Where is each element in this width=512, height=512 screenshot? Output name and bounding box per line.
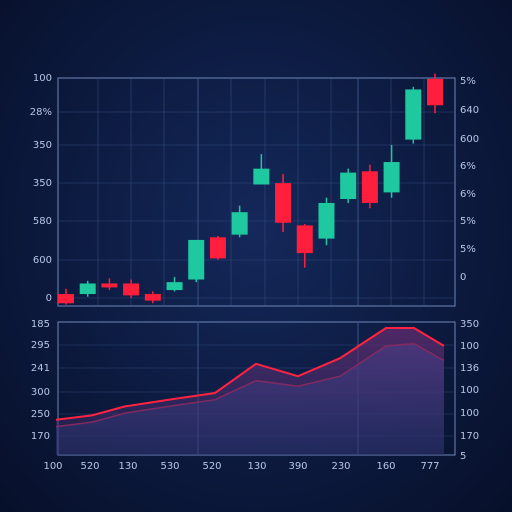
area-series-lower-line (55, 342, 445, 428)
area-x-tick: 530 (160, 461, 179, 472)
candle-body (427, 78, 443, 106)
candle-y-tick-right: 5% (460, 216, 476, 227)
candle-body (296, 225, 313, 254)
area-x-tick: 130 (118, 461, 137, 472)
candle-y-tick-right: 5% (460, 244, 476, 255)
area-y-tick-left: 185 (31, 319, 50, 330)
candle-body (383, 162, 400, 193)
area-series-upper-line (55, 327, 445, 421)
area-x-tick: 230 (331, 461, 350, 472)
area-y-tick-right: 170 (460, 431, 479, 442)
candle-body (275, 183, 292, 223)
candle-y-tick-left: 100 (33, 73, 52, 84)
area-y-tick-right: 136 (460, 363, 479, 374)
candle-y-tick-right: 640 (460, 105, 479, 116)
area-y-tick-right: 100 (460, 408, 479, 419)
area-y-tick-right: 5 (460, 451, 466, 462)
candle-body (101, 283, 118, 288)
candle-body (231, 212, 248, 235)
area-y-tick-right: 100 (460, 385, 479, 396)
area-y-tick-left: 170 (31, 431, 50, 442)
candle-body (166, 282, 183, 291)
candle-y-tick-left: 350 (33, 140, 52, 151)
candle-body (58, 294, 74, 304)
area-x-tick: 520 (80, 461, 99, 472)
candle-y-tick-right: 600 (460, 134, 479, 145)
candle-y-tick-left: 0 (46, 293, 52, 304)
area-x-tick: 100 (43, 461, 62, 472)
candle-y-tick-right: 6% (460, 161, 476, 172)
area-x-tick: 520 (202, 461, 221, 472)
area-x-tick: 390 (288, 461, 307, 472)
candle-body (318, 202, 335, 239)
candle-body (123, 283, 140, 296)
candle-y-tick-left: 350 (33, 178, 52, 189)
candle-body (79, 283, 96, 295)
candle-body (340, 172, 357, 199)
area-y-tick-right: 350 (460, 319, 479, 330)
candle-y-tick-right: 0 (460, 272, 466, 283)
candle-y-tick-left: 600 (33, 255, 52, 266)
area-y-tick-left: 300 (31, 387, 50, 398)
area-y-tick-left: 241 (31, 363, 50, 374)
area-x-tick: 130 (247, 461, 266, 472)
candle-body (209, 237, 226, 259)
candle-body (361, 171, 378, 203)
candle-body (405, 89, 422, 140)
candle-body (253, 168, 270, 185)
candle-body (188, 239, 205, 280)
area-y-tick-left: 295 (31, 340, 50, 351)
area-series-lower-fill (56, 343, 444, 455)
area-y-tick-right: 100 (460, 341, 479, 352)
candle-y-tick-left: 28% (30, 107, 52, 118)
candle-body (144, 294, 161, 301)
area-y-tick-left: 250 (31, 409, 50, 420)
area-x-tick: 160 (376, 461, 395, 472)
area-x-tick: 777 (420, 461, 439, 472)
candle-y-tick-right: 6% (460, 189, 476, 200)
candle-y-tick-right: 5% (460, 76, 476, 87)
candle-y-tick-left: 580 (33, 216, 52, 227)
candle-panel-frame (57, 77, 456, 307)
